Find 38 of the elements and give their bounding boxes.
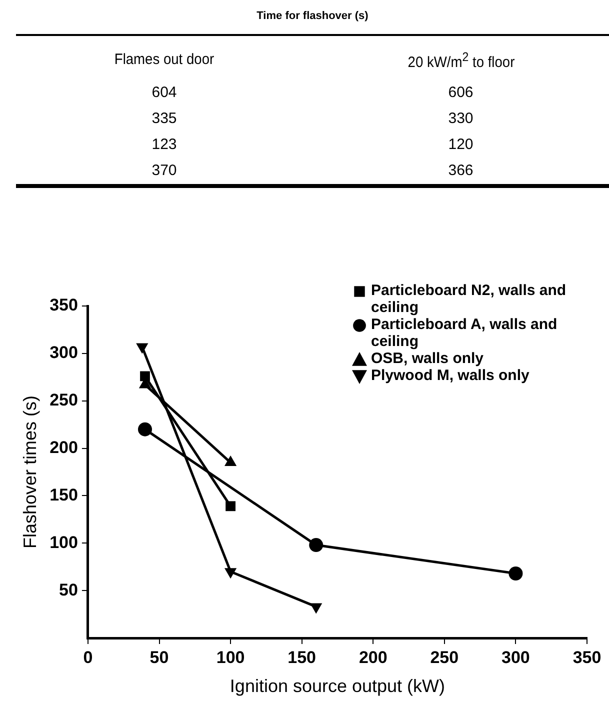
legend-label: Particleboard N2, walls and ceiling bbox=[371, 282, 568, 316]
text: 366 bbox=[447, 161, 474, 181]
x-tick-label: 50 bbox=[150, 648, 169, 667]
y-tick-label: 300 bbox=[50, 343, 78, 362]
point bbox=[226, 501, 236, 512]
point bbox=[508, 566, 523, 580]
text: 606 bbox=[447, 83, 474, 103]
x-tick-label: 300 bbox=[502, 648, 530, 667]
x-tick-label: 100 bbox=[216, 648, 245, 667]
x-tick-label: 200 bbox=[358, 648, 388, 667]
text: 604 bbox=[150, 83, 178, 103]
text: 330 bbox=[447, 109, 474, 129]
y-tick-label: 200 bbox=[50, 438, 78, 457]
y-tick-label: 350 bbox=[50, 296, 78, 315]
x-axis-title: Ignition source output (kW) bbox=[230, 676, 446, 696]
point bbox=[138, 422, 152, 436]
point bbox=[310, 603, 322, 614]
y-axis-title: Flashover times (s) bbox=[20, 395, 40, 549]
legend-label: OSB, walls only bbox=[371, 350, 485, 367]
x-tick-label: 250 bbox=[430, 648, 459, 667]
text: 335 bbox=[150, 109, 178, 129]
y-tick-label: 100 bbox=[50, 532, 78, 552]
x-tick-label: 0 bbox=[83, 648, 93, 667]
text: 123 bbox=[150, 135, 178, 155]
text: 20 kW/m$^{2}$ to floor bbox=[406, 49, 516, 73]
point bbox=[309, 538, 324, 552]
y-tick-label: 250 bbox=[50, 390, 78, 410]
text: 370 bbox=[150, 161, 178, 181]
point bbox=[224, 568, 237, 579]
text: 120 bbox=[447, 135, 474, 155]
text: Time for flashover (s) bbox=[256, 9, 370, 24]
x-tick-label: 350 bbox=[572, 648, 602, 667]
legend-label: Particleboard A, walls and ceiling bbox=[371, 316, 558, 350]
y-tick-label: 150 bbox=[50, 485, 78, 504]
legend-label: Plywood M, walls only bbox=[371, 367, 530, 384]
y-tick-label: 50 bbox=[59, 580, 78, 600]
text: Flames out door bbox=[113, 50, 216, 70]
x-tick-label: 150 bbox=[288, 648, 316, 667]
